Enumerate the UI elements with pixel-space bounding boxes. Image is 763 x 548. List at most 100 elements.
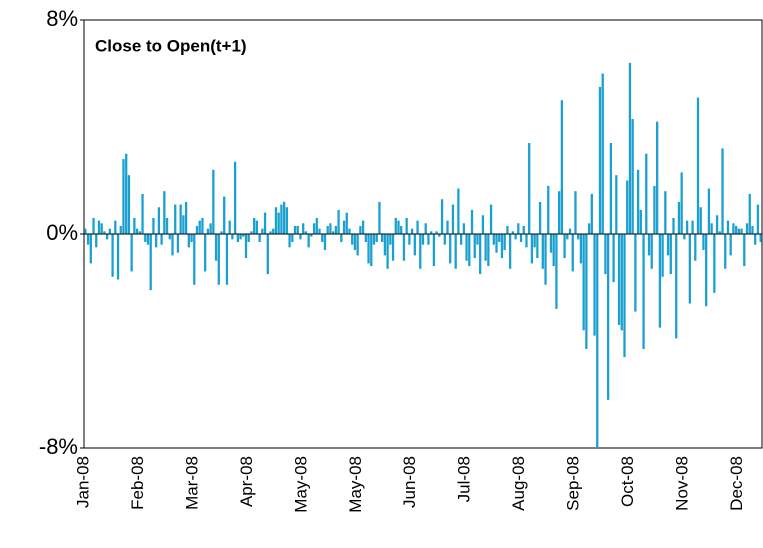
bar xyxy=(604,234,607,275)
x-tick-label: Aug-08 xyxy=(509,456,528,511)
bar xyxy=(514,234,517,240)
bar xyxy=(754,234,757,245)
bar xyxy=(726,220,730,234)
x-tick-label: Mar-08 xyxy=(182,456,201,510)
bar xyxy=(242,234,245,237)
bar xyxy=(253,217,256,234)
x-tick-label: Nov-08 xyxy=(673,456,692,511)
bar xyxy=(421,234,425,245)
bar xyxy=(315,217,318,234)
bar xyxy=(209,223,212,234)
bar xyxy=(323,234,327,251)
bar xyxy=(430,231,433,234)
bar xyxy=(547,185,550,234)
bar xyxy=(680,172,683,234)
bar xyxy=(135,228,139,234)
bar xyxy=(106,234,109,240)
bar xyxy=(536,234,539,259)
bar xyxy=(149,234,152,291)
bar xyxy=(195,225,199,234)
bar xyxy=(217,234,220,285)
bar xyxy=(133,217,136,234)
bar xyxy=(506,225,509,234)
bar xyxy=(571,234,574,272)
bar xyxy=(402,234,406,261)
bar xyxy=(212,169,215,234)
bar xyxy=(108,228,112,234)
bar xyxy=(351,234,354,245)
bar xyxy=(734,225,738,234)
bar xyxy=(661,234,664,277)
bar xyxy=(307,234,310,248)
bar xyxy=(364,234,367,243)
bar xyxy=(590,193,593,234)
bar xyxy=(587,223,591,234)
bar xyxy=(427,234,430,245)
bar xyxy=(378,201,381,234)
bar xyxy=(582,234,585,331)
bar xyxy=(400,225,403,234)
bar xyxy=(718,231,721,234)
bar xyxy=(228,220,231,234)
bar xyxy=(127,175,131,234)
bar xyxy=(280,204,283,234)
bar xyxy=(353,234,357,251)
bar xyxy=(160,234,163,245)
bar xyxy=(737,228,740,234)
bar xyxy=(247,234,250,243)
bar xyxy=(495,234,498,253)
bar xyxy=(424,223,427,234)
x-tick-label: May-08 xyxy=(291,456,310,513)
bar xyxy=(443,234,446,245)
bar xyxy=(748,193,751,234)
bar xyxy=(476,234,479,245)
bar xyxy=(759,234,762,243)
bar xyxy=(220,231,223,234)
y-tick-label: -8% xyxy=(39,434,78,459)
bar xyxy=(92,217,95,234)
bar xyxy=(710,223,713,234)
bar xyxy=(623,234,626,358)
bar xyxy=(236,234,239,243)
bar xyxy=(489,204,493,234)
x-tick-label: Jan-08 xyxy=(73,456,92,508)
bar xyxy=(214,234,218,261)
bar xyxy=(677,201,681,234)
bar xyxy=(438,234,441,237)
bar xyxy=(291,234,294,243)
bar xyxy=(225,234,229,285)
bar xyxy=(612,234,615,283)
bar xyxy=(359,225,362,234)
bar xyxy=(168,234,171,240)
bar xyxy=(721,148,724,234)
bar xyxy=(560,100,564,234)
bar xyxy=(372,234,376,245)
bar xyxy=(732,223,735,234)
bar xyxy=(332,231,335,234)
bar xyxy=(381,234,384,243)
bar xyxy=(296,225,299,234)
bar xyxy=(250,231,253,234)
bar xyxy=(337,209,340,234)
bar xyxy=(84,228,87,234)
bar xyxy=(144,234,147,243)
bar xyxy=(334,225,338,234)
bar xyxy=(628,62,632,234)
bar xyxy=(451,204,455,234)
bar xyxy=(263,212,267,234)
bar xyxy=(163,191,166,234)
bar xyxy=(233,161,237,234)
bar xyxy=(666,234,670,256)
bar xyxy=(174,204,177,234)
bar xyxy=(552,234,555,267)
bar xyxy=(318,228,321,234)
bar xyxy=(269,231,272,234)
bar xyxy=(155,234,158,248)
bar xyxy=(705,234,708,307)
bar xyxy=(86,234,90,245)
bar xyxy=(508,234,512,269)
bar xyxy=(138,231,141,234)
bar xyxy=(419,234,422,269)
bar xyxy=(473,234,476,259)
